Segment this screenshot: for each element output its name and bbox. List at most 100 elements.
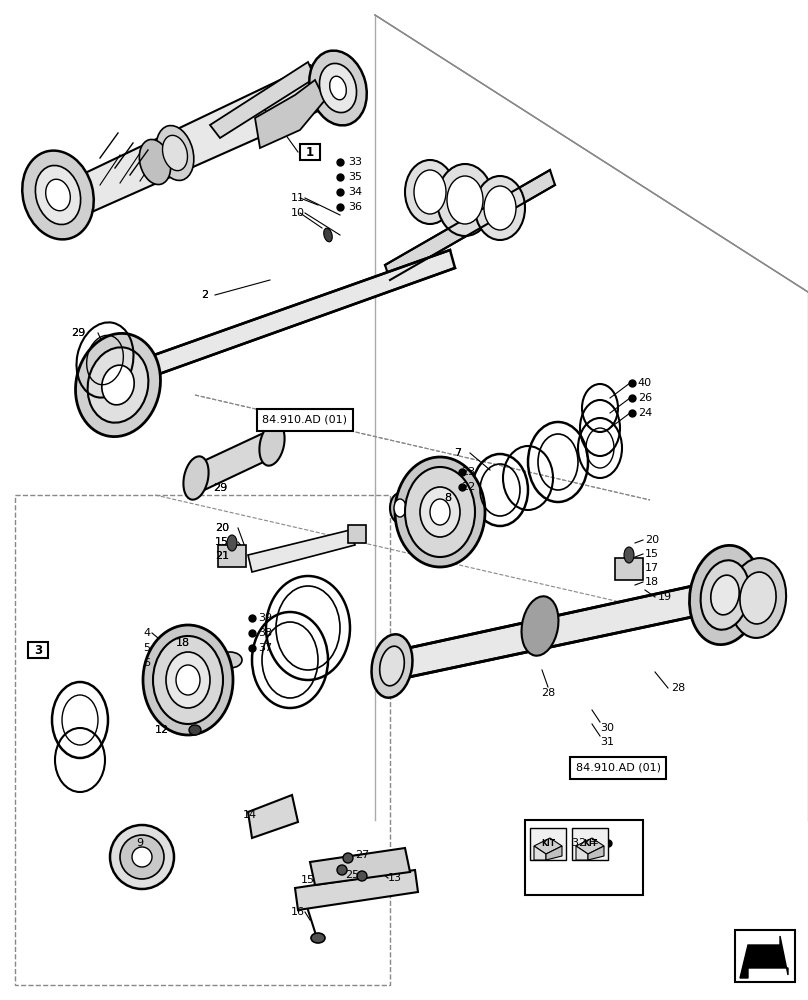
Ellipse shape	[394, 499, 406, 517]
Text: 28: 28	[541, 688, 555, 698]
Ellipse shape	[475, 176, 525, 240]
Text: 33: 33	[348, 157, 362, 167]
Ellipse shape	[624, 547, 634, 563]
Text: 12: 12	[155, 725, 169, 735]
Text: 28: 28	[671, 683, 685, 693]
Ellipse shape	[139, 139, 170, 185]
Ellipse shape	[102, 365, 134, 405]
Ellipse shape	[330, 76, 347, 100]
Text: 40: 40	[638, 378, 652, 388]
Ellipse shape	[143, 625, 233, 735]
Polygon shape	[310, 848, 410, 885]
Text: 29: 29	[71, 328, 85, 338]
Ellipse shape	[227, 535, 237, 551]
Ellipse shape	[405, 160, 455, 224]
Text: 1: 1	[306, 145, 314, 158]
Text: 15: 15	[645, 549, 659, 559]
Text: 21: 21	[215, 551, 229, 561]
Polygon shape	[385, 170, 555, 280]
Text: 27: 27	[355, 850, 369, 860]
Text: 5: 5	[144, 643, 150, 653]
Ellipse shape	[521, 596, 558, 656]
Text: 18: 18	[176, 638, 190, 648]
Ellipse shape	[309, 51, 367, 125]
Bar	[525, 820, 643, 895]
Polygon shape	[534, 846, 546, 860]
Text: 84.910.AD (01): 84.910.AD (01)	[575, 763, 660, 773]
Polygon shape	[534, 838, 562, 854]
Ellipse shape	[324, 228, 332, 242]
Ellipse shape	[311, 933, 325, 943]
Ellipse shape	[23, 151, 94, 239]
Text: 11: 11	[291, 193, 305, 203]
Ellipse shape	[218, 652, 242, 668]
Ellipse shape	[740, 572, 776, 624]
Polygon shape	[588, 846, 604, 860]
Ellipse shape	[132, 847, 152, 867]
Text: 19: 19	[658, 592, 672, 602]
Polygon shape	[248, 530, 355, 572]
Text: 35: 35	[348, 172, 362, 182]
Text: 20: 20	[645, 535, 659, 545]
Bar	[28, 642, 48, 658]
Polygon shape	[248, 795, 298, 838]
Ellipse shape	[153, 636, 223, 724]
Text: 9: 9	[137, 838, 144, 848]
Ellipse shape	[730, 558, 786, 638]
Text: 36: 36	[348, 202, 362, 212]
Ellipse shape	[430, 499, 450, 525]
Text: 32 =: 32 =	[571, 838, 599, 848]
Ellipse shape	[343, 853, 353, 863]
Ellipse shape	[87, 347, 149, 423]
Ellipse shape	[176, 665, 200, 695]
Text: 15: 15	[301, 875, 315, 885]
Text: 20: 20	[215, 523, 229, 533]
Ellipse shape	[337, 865, 347, 875]
Text: 7: 7	[454, 448, 461, 458]
Bar	[15, 495, 390, 985]
Bar	[300, 144, 320, 160]
Ellipse shape	[420, 487, 460, 537]
Ellipse shape	[414, 170, 446, 214]
Ellipse shape	[183, 456, 208, 500]
Ellipse shape	[166, 652, 210, 708]
Ellipse shape	[46, 179, 70, 211]
Text: 8: 8	[444, 493, 452, 503]
Ellipse shape	[380, 646, 404, 686]
Text: 14: 14	[243, 810, 257, 820]
Ellipse shape	[319, 63, 356, 113]
Ellipse shape	[75, 333, 161, 437]
Text: 7: 7	[454, 448, 461, 458]
Ellipse shape	[120, 835, 164, 879]
Text: 15: 15	[215, 537, 229, 547]
Bar	[735, 930, 795, 982]
Ellipse shape	[110, 825, 174, 889]
Polygon shape	[740, 936, 788, 978]
Polygon shape	[140, 250, 455, 378]
Text: 24: 24	[638, 408, 652, 418]
Text: 84.910.AD (01): 84.910.AD (01)	[263, 415, 347, 425]
Text: 17: 17	[645, 563, 659, 573]
Ellipse shape	[711, 575, 739, 615]
Text: 18: 18	[176, 638, 190, 648]
Text: 15: 15	[215, 537, 229, 547]
Text: 38: 38	[258, 628, 272, 638]
Text: 26: 26	[638, 393, 652, 403]
Text: 34: 34	[348, 187, 362, 197]
Text: 8: 8	[444, 493, 452, 503]
Text: 13: 13	[388, 873, 402, 883]
Ellipse shape	[189, 725, 201, 735]
Text: 30: 30	[600, 723, 614, 733]
Polygon shape	[295, 870, 418, 910]
Text: 23: 23	[461, 467, 475, 477]
Text: 37: 37	[258, 643, 272, 653]
Bar	[348, 525, 366, 543]
Bar	[530, 828, 566, 860]
Ellipse shape	[437, 164, 493, 236]
Text: 3: 3	[34, 644, 42, 656]
Text: 29: 29	[71, 328, 85, 338]
Text: 2: 2	[201, 290, 208, 300]
Ellipse shape	[36, 165, 81, 225]
Polygon shape	[195, 430, 272, 492]
Text: 25: 25	[345, 870, 359, 880]
